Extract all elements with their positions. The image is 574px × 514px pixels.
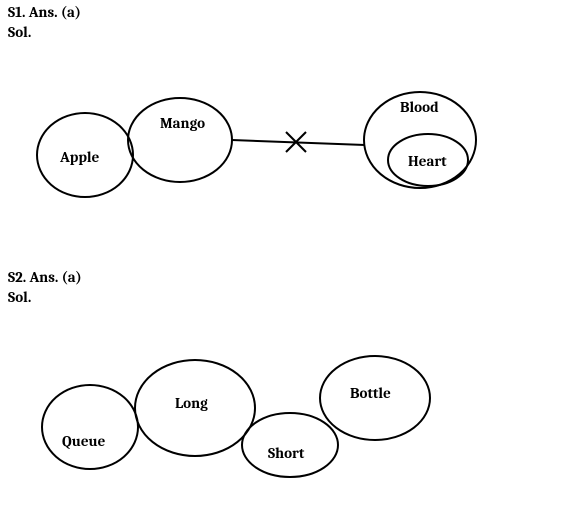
venn-label-apple: Apple <box>59 148 100 166</box>
venn-label-short: Short <box>268 444 305 462</box>
venn-label-long: Long <box>175 394 208 412</box>
venn-label-bottle: Bottle <box>350 384 391 402</box>
venn-label-queue: Queue <box>62 432 106 450</box>
venn-node-queue <box>42 385 138 469</box>
venn-label-heart: Heart <box>408 152 447 170</box>
venn-node-mango <box>128 98 232 182</box>
diagram-canvas: Apple Mango Blood Heart Queue Long Short Bottle <box>0 0 574 514</box>
venn-label-mango: Mango <box>160 114 205 132</box>
venn-label-blood: Blood <box>400 98 439 116</box>
